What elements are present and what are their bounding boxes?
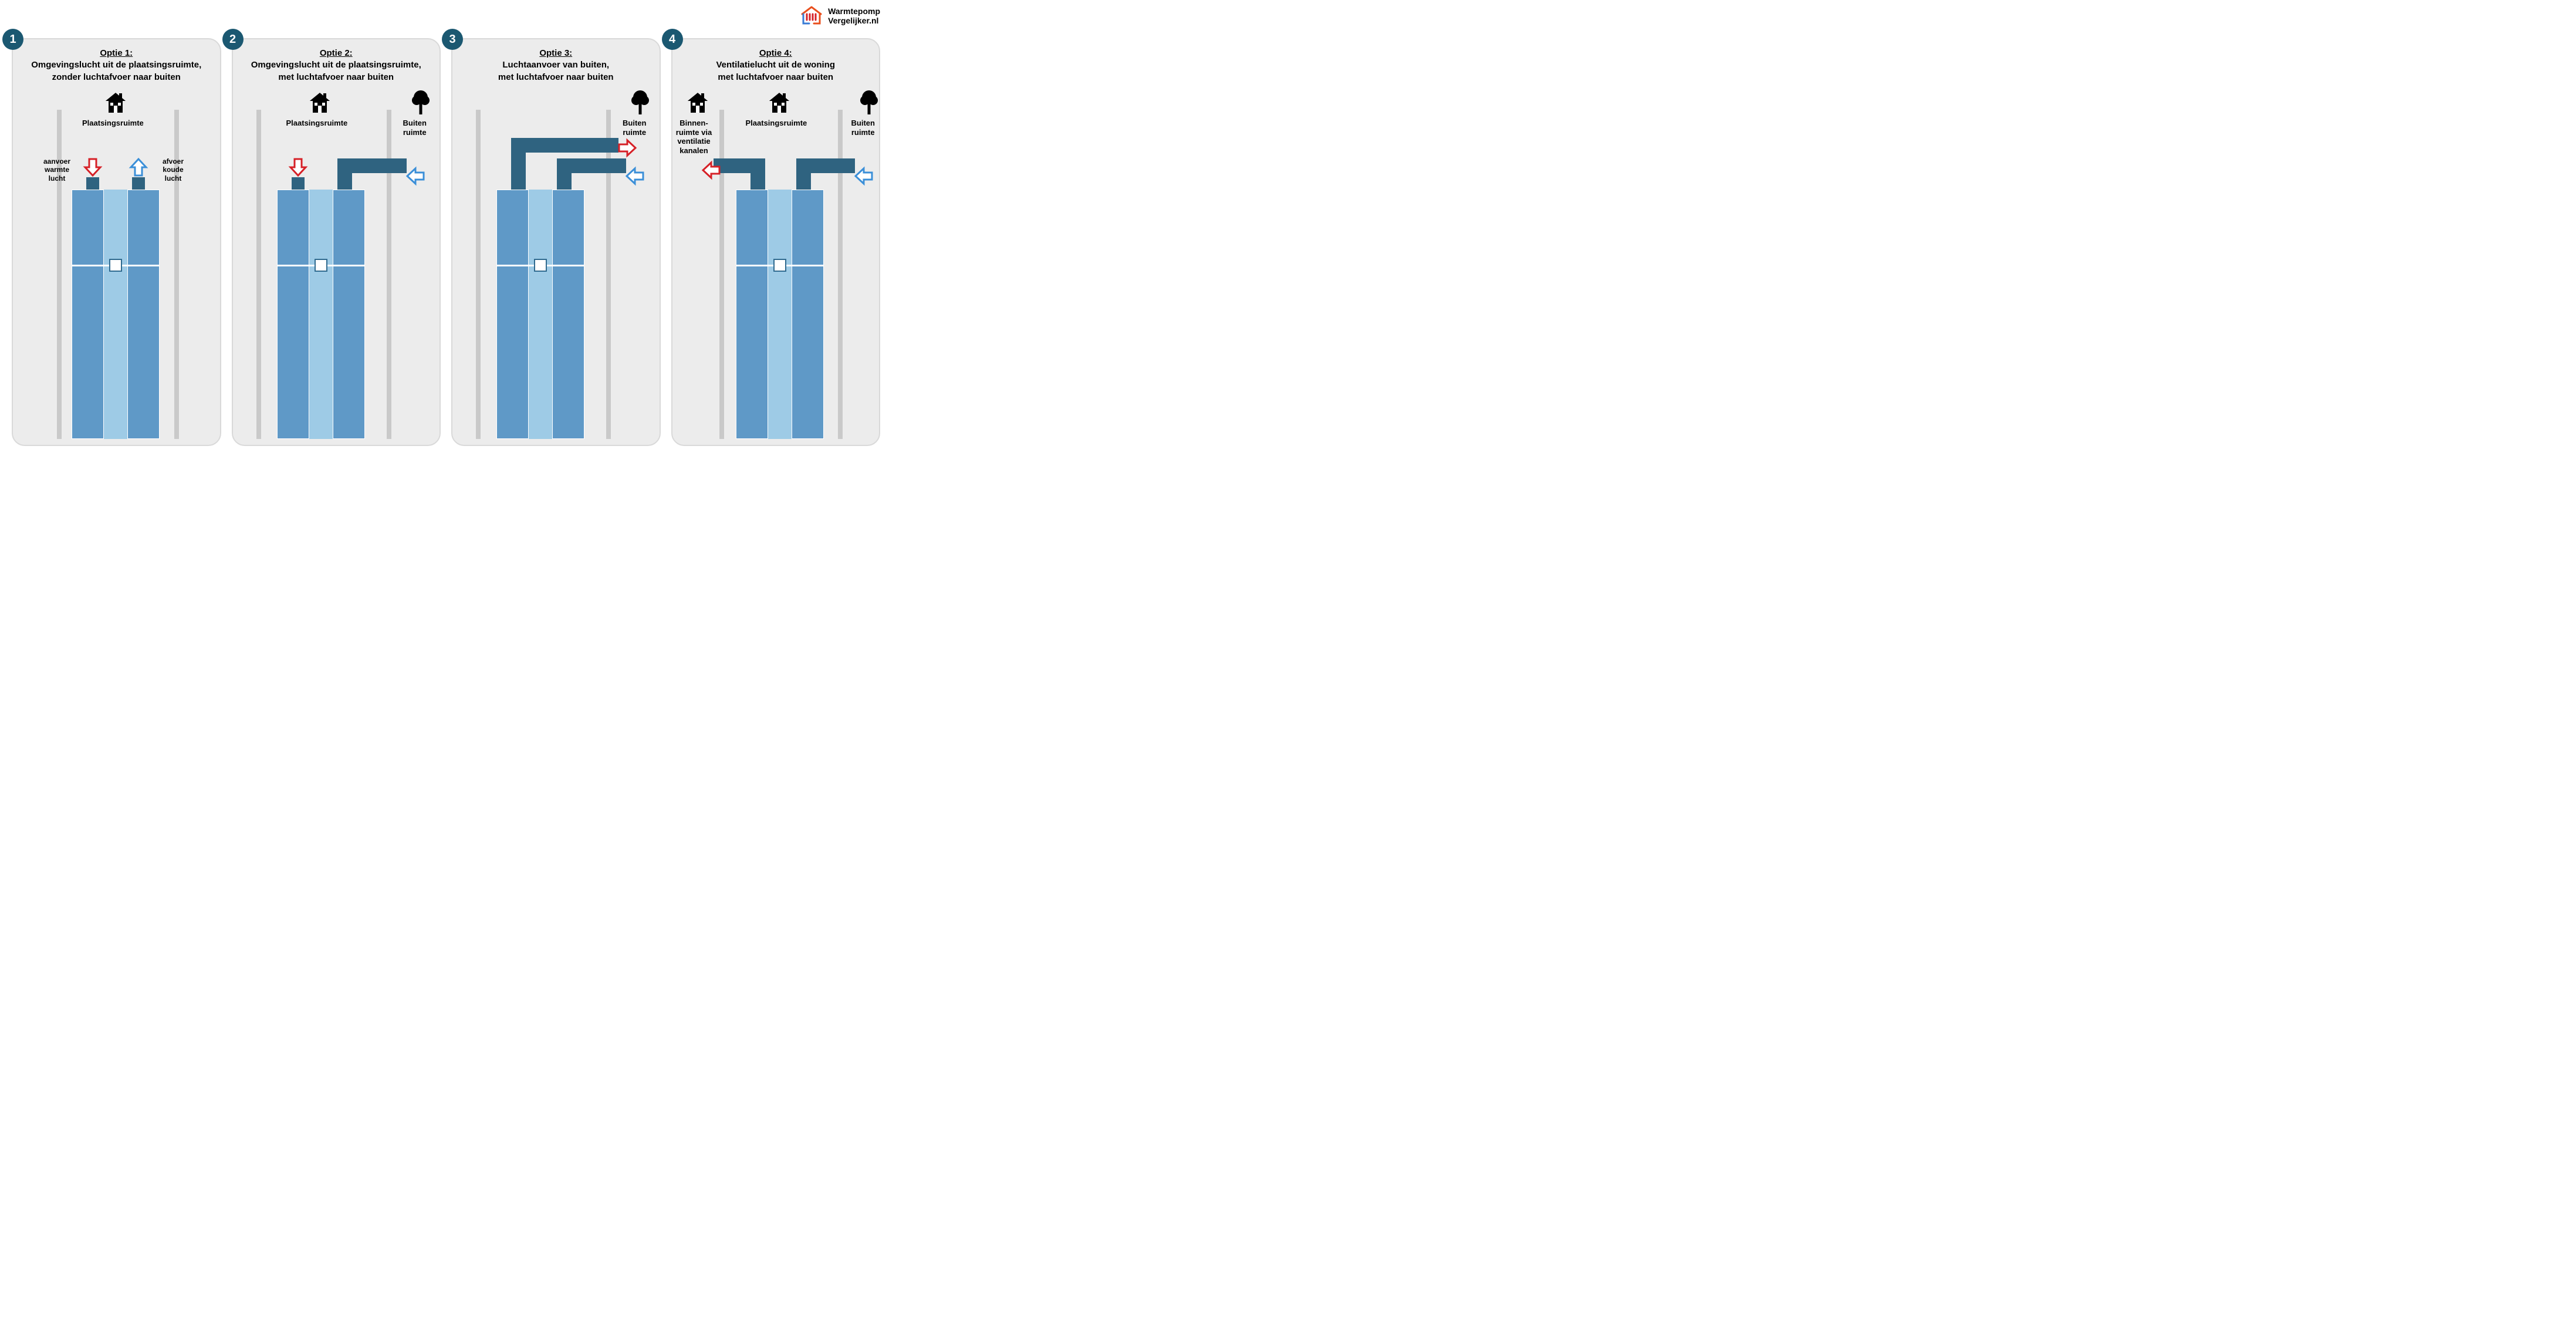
heat-pump-unit: [277, 190, 365, 439]
panel-title-head: Optie 4:: [759, 48, 792, 58]
brand-text: Warmtepomp Vergelijker.nl: [828, 6, 880, 25]
panels-row: 1Optie 1:Omgevingslucht uit de plaatsing…: [12, 38, 880, 446]
wall: [256, 110, 261, 439]
pump-side-right: [127, 190, 160, 439]
panel-title-head: Optie 2:: [320, 48, 353, 58]
panel-diagram: Plaatsingsruimte Buitenruimte: [233, 95, 440, 439]
brand-line2: Vergelijker.nl: [828, 16, 880, 25]
house-icon: [104, 92, 127, 117]
brand-logo: Warmtepomp Vergelijker.nl: [800, 5, 880, 27]
pump-knob: [109, 259, 122, 272]
panel-diagram: Buitenruimte: [452, 95, 660, 439]
panel-diagram: Plaatsingsruimte aanvoerwarmtelucht afvoe…: [13, 95, 220, 439]
air-in-arrow-icon: [288, 157, 309, 181]
panel-title: Optie 1:Omgevingslucht uit de plaatsings…: [13, 48, 220, 83]
wall: [476, 110, 481, 439]
air-duct: [511, 138, 526, 173]
house-icon: [686, 92, 709, 117]
environment-label: Plaatsingsruimte: [286, 119, 348, 128]
heat-pump-unit: [72, 190, 160, 439]
brand-line1: Warmtepomp: [828, 6, 880, 16]
air-out-arrow-icon: [405, 165, 426, 190]
page: Warmtepomp Vergelijker.nl 1Optie 1:Omgev…: [0, 0, 892, 461]
air-duct: [751, 171, 765, 192]
air-duct: [796, 171, 811, 192]
pump-knob: [773, 259, 786, 272]
air-duct: [511, 171, 526, 192]
air-in-arrow-icon: [82, 157, 103, 181]
environment-label: Plaatsingsruimte: [746, 119, 807, 128]
tree-icon: [412, 90, 430, 117]
pump-mid: [309, 190, 333, 439]
air-duct: [525, 138, 618, 153]
air-in-arrow-icon: [701, 160, 722, 184]
air-in-arrow-icon: [617, 137, 638, 161]
house-icon: [308, 92, 332, 117]
panel-title: Optie 2:Omgevingslucht uit de plaatsings…: [233, 48, 440, 83]
pump-side-right: [333, 190, 365, 439]
panel-number-badge: 1: [2, 29, 23, 50]
heat-pump-unit: [736, 190, 824, 439]
air-duct: [350, 158, 407, 173]
air-out-arrow-icon: [853, 165, 874, 190]
environment-label: Buitenruimte: [623, 119, 646, 137]
panel-number-badge: 3: [442, 29, 463, 50]
tree-icon: [631, 90, 649, 117]
environment-label: Buitenruimte: [851, 119, 875, 137]
pump-side-left: [496, 190, 529, 439]
house-icon: [768, 92, 791, 117]
air-duct: [751, 158, 765, 173]
panel-title: Optie 3:Luchtaanvoer van buiten,met luch…: [452, 48, 660, 83]
panel-option-1: 1Optie 1:Omgevingslucht uit de plaatsing…: [12, 38, 221, 446]
panel-option-4: 4Optie 4:Ventilatielucht uit de woningme…: [671, 38, 881, 446]
pump-mid: [768, 190, 792, 439]
pump-mid: [104, 190, 127, 439]
pump-side-left: [736, 190, 768, 439]
panel-option-3: 3Optie 3:Luchtaanvoer van buiten,met luc…: [451, 38, 661, 446]
air-duct: [809, 158, 855, 173]
pump-side-right: [792, 190, 824, 439]
pump-knob: [534, 259, 547, 272]
panel-diagram: Binnen-ruimte viaventilatiekanalen Plaat…: [672, 95, 880, 439]
pump-mid: [529, 190, 552, 439]
environment-label: Plaatsingsruimte: [82, 119, 144, 128]
air-flow-label: aanvoerwarmtelucht: [39, 157, 75, 183]
panel-title: Optie 4:Ventilatielucht uit de woningmet…: [672, 48, 880, 83]
panel-option-2: 2Optie 2:Omgevingslucht uit de plaatsing…: [232, 38, 441, 446]
air-duct: [557, 171, 572, 192]
tree-icon: [860, 90, 878, 117]
heat-pump-unit: [496, 190, 584, 439]
air-flow-label: afvoerkoudelucht: [155, 157, 191, 183]
air-out-arrow-icon: [128, 157, 149, 181]
pump-side-right: [552, 190, 584, 439]
panel-number-badge: 4: [662, 29, 683, 50]
pump-knob: [315, 259, 327, 272]
environment-label: Buitenruimte: [403, 119, 427, 137]
panel-number-badge: 2: [222, 29, 244, 50]
pump-side-left: [277, 190, 309, 439]
environment-label: Binnen-ruimte viaventilatiekanalen: [672, 119, 716, 155]
panel-title-head: Optie 3:: [539, 48, 572, 58]
logo-icon: [800, 5, 823, 27]
pump-side-left: [72, 190, 104, 439]
panel-title-head: Optie 1:: [100, 48, 133, 58]
air-duct: [337, 171, 352, 192]
air-out-arrow-icon: [624, 165, 645, 190]
